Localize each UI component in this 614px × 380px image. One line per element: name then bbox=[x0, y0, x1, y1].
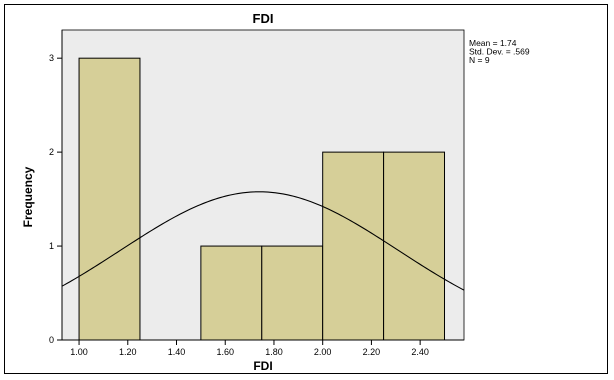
stats-line: Mean = 1.74 bbox=[469, 38, 517, 48]
y-tick-label: 1 bbox=[49, 241, 54, 251]
y-tick-label: 0 bbox=[49, 335, 54, 345]
x-tick-label: 2.00 bbox=[314, 347, 332, 357]
histogram-bar bbox=[261, 245, 324, 341]
x-tick-label: 1.60 bbox=[216, 347, 234, 357]
y-tick-label: 3 bbox=[49, 53, 54, 63]
x-tick-label: 1.40 bbox=[168, 347, 186, 357]
x-tick-label: 2.20 bbox=[363, 347, 381, 357]
histogram-bar bbox=[78, 57, 141, 341]
chart-title: FDI bbox=[253, 11, 274, 26]
x-tick-label: 1.00 bbox=[70, 347, 88, 357]
x-tick-label: 2.40 bbox=[411, 347, 429, 357]
x-tick-label: 1.20 bbox=[119, 347, 137, 357]
normal-curve bbox=[61, 191, 465, 291]
histogram-bar bbox=[200, 245, 263, 341]
y-axis-ticks: 0 1 2 3 bbox=[49, 53, 62, 345]
x-axis-ticks: 1.00 1.20 1.40 1.60 1.80 2.00 2.20 2.40 bbox=[70, 340, 429, 357]
x-axis-title: FDI bbox=[253, 359, 272, 373]
y-tick-label: 2 bbox=[49, 147, 54, 157]
y-axis-title: Frequency bbox=[21, 166, 35, 227]
axes bbox=[61, 30, 464, 341]
histogram-bar bbox=[383, 151, 446, 341]
chart-frame: FDI 0 1 2 3 1.00 1.20 1.40 1.60 1.80 2.00 2.20 2.4… bbox=[4, 4, 608, 374]
histogram-chart: FDI 0 1 2 3 1.00 1.20 1.40 1.60 1.80 2.00 2.20 2.4… bbox=[21, 11, 530, 373]
histogram-bars bbox=[78, 57, 446, 341]
stats-line: N = 9 bbox=[469, 55, 490, 65]
stats-line: Std. Dev. = .569 bbox=[469, 47, 530, 57]
histogram-bar bbox=[322, 151, 385, 341]
x-tick-label: 1.80 bbox=[265, 347, 283, 357]
